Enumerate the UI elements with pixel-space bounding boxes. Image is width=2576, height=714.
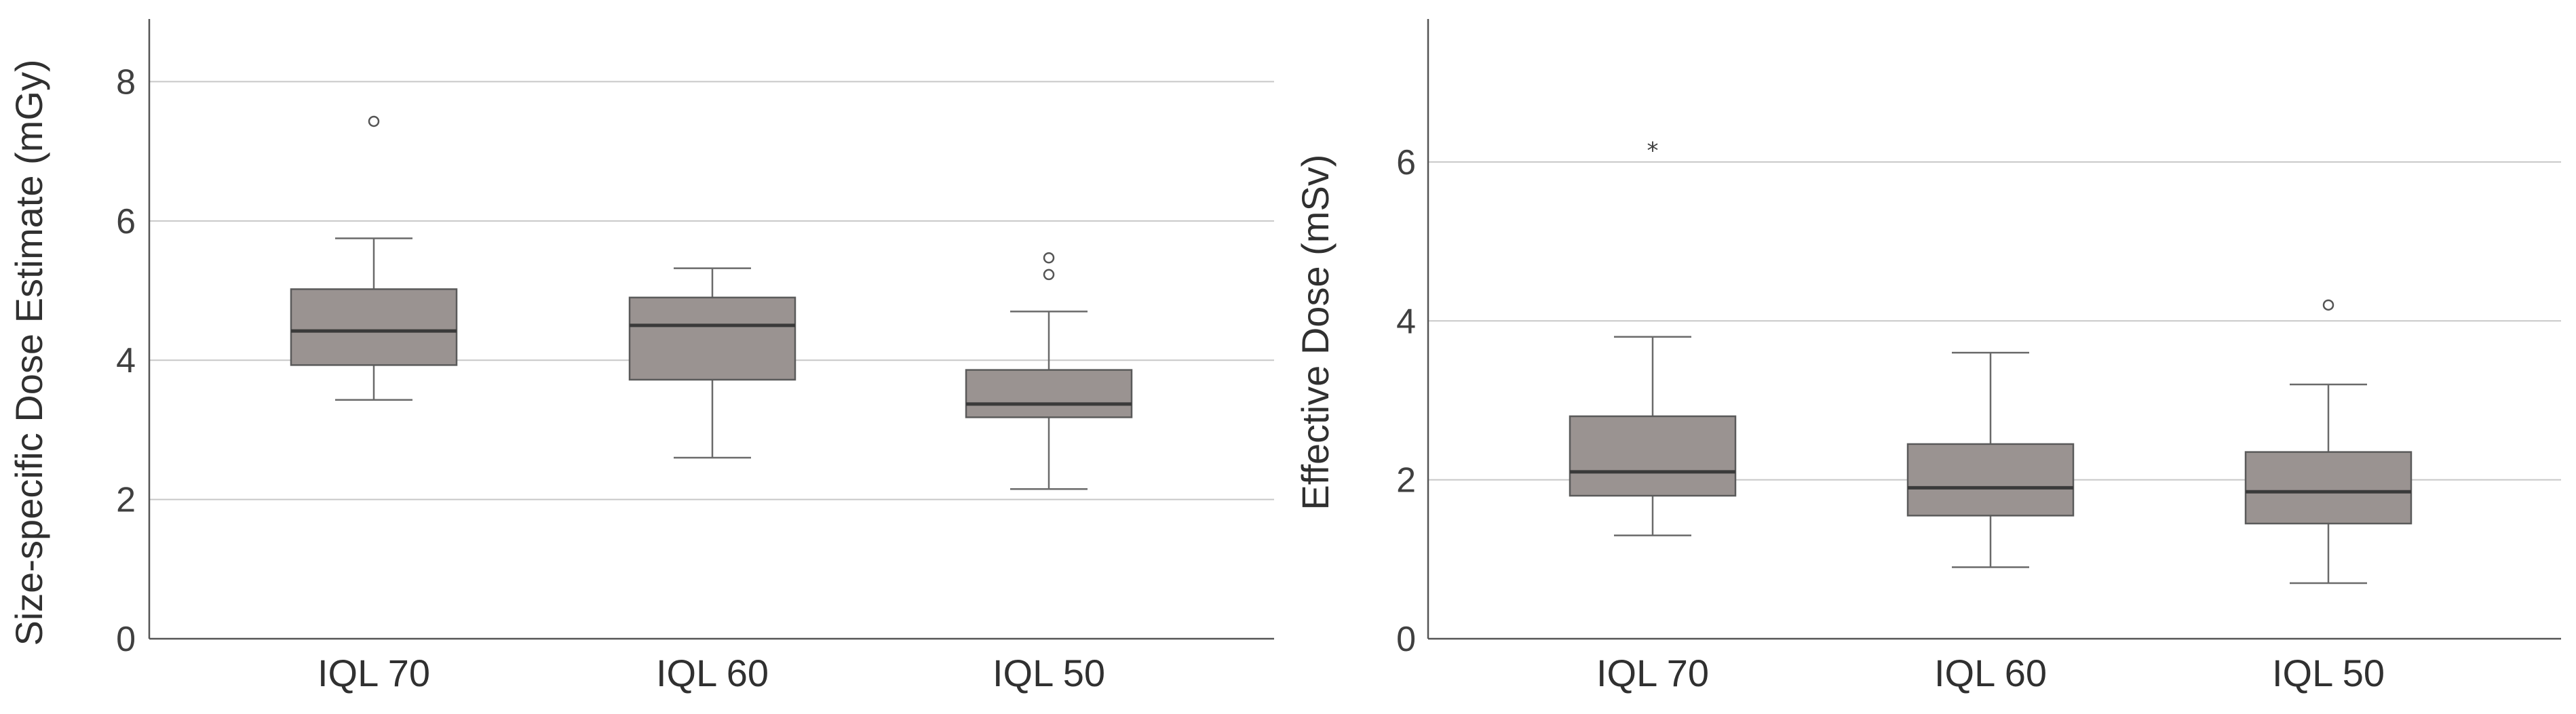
sdde-boxplot-svg: 0 2 4 6 8 Size-specific Dose Estimate (mGy) IQ… <box>7 19 1274 694</box>
edose-y-tick-label: 4 <box>1396 302 1416 341</box>
edose-category-label: IQL 60 <box>1934 652 2047 694</box>
effective-dose-boxplot-chart: 0 2 4 6 Effective Dose (mSv) * IQL 70 IQL 60 IQL… <box>1289 0 2576 714</box>
sdde-y-tick-label: 0 <box>116 620 136 659</box>
edose-extreme-point: * <box>1647 137 1659 164</box>
sdde-y-tick-label: 4 <box>116 341 136 380</box>
sdde-iqr-box <box>965 369 1133 418</box>
edose-box-group-3 <box>2244 299 2412 584</box>
sdde-y-tick-label: 2 <box>116 481 136 520</box>
edose-iqr-box <box>1906 443 2075 517</box>
sdde-outlier-point <box>1043 269 1055 281</box>
edose-box-group-2 <box>1906 351 2075 568</box>
edose-y-axis-label: Effective Dose (mSv) <box>1294 155 1337 511</box>
sdde-y-tick-label: 8 <box>116 62 136 102</box>
sdde-outlier-point <box>368 115 380 127</box>
sdde-y-axis-label: Size-specific Dose Estimate (mGy) <box>7 59 50 646</box>
edose-category-label: IQL 50 <box>2272 652 2385 694</box>
sdde-category-label: IQL 70 <box>318 652 430 694</box>
edose-category-label: IQL 70 <box>1596 652 1709 694</box>
sdde-y-tick-label: 6 <box>116 202 136 241</box>
sdde-outlier-point <box>1043 252 1055 264</box>
sdde-category-label: IQL 60 <box>656 652 769 694</box>
sdde-box-group-3 <box>965 252 1133 490</box>
edose-y-tick-label: 0 <box>1396 620 1416 659</box>
sdde-iqr-box <box>290 288 458 366</box>
edose-y-tick-label: 6 <box>1396 143 1416 182</box>
effective-dose-boxplot-svg: 0 2 4 6 Effective Dose (mSv) * IQL 70 IQL 60 IQL… <box>1294 19 2561 694</box>
sdde-boxplot-chart: 0 2 4 6 8 Size-specific Dose Estimate (mGy) IQ… <box>7 19 1274 694</box>
edose-iqr-box <box>1569 415 1737 497</box>
edose-outlier-point <box>2322 299 2334 311</box>
edose-iqr-box <box>2244 451 2412 525</box>
sdde-box-group-1 <box>290 115 458 401</box>
sdde-category-label: IQL 50 <box>993 652 1105 694</box>
sdde-box-group-2 <box>628 267 796 459</box>
edose-box-group-1: * <box>1569 137 1737 536</box>
edose-y-tick-label: 2 <box>1396 461 1416 500</box>
sdde-iqr-box <box>628 296 796 381</box>
